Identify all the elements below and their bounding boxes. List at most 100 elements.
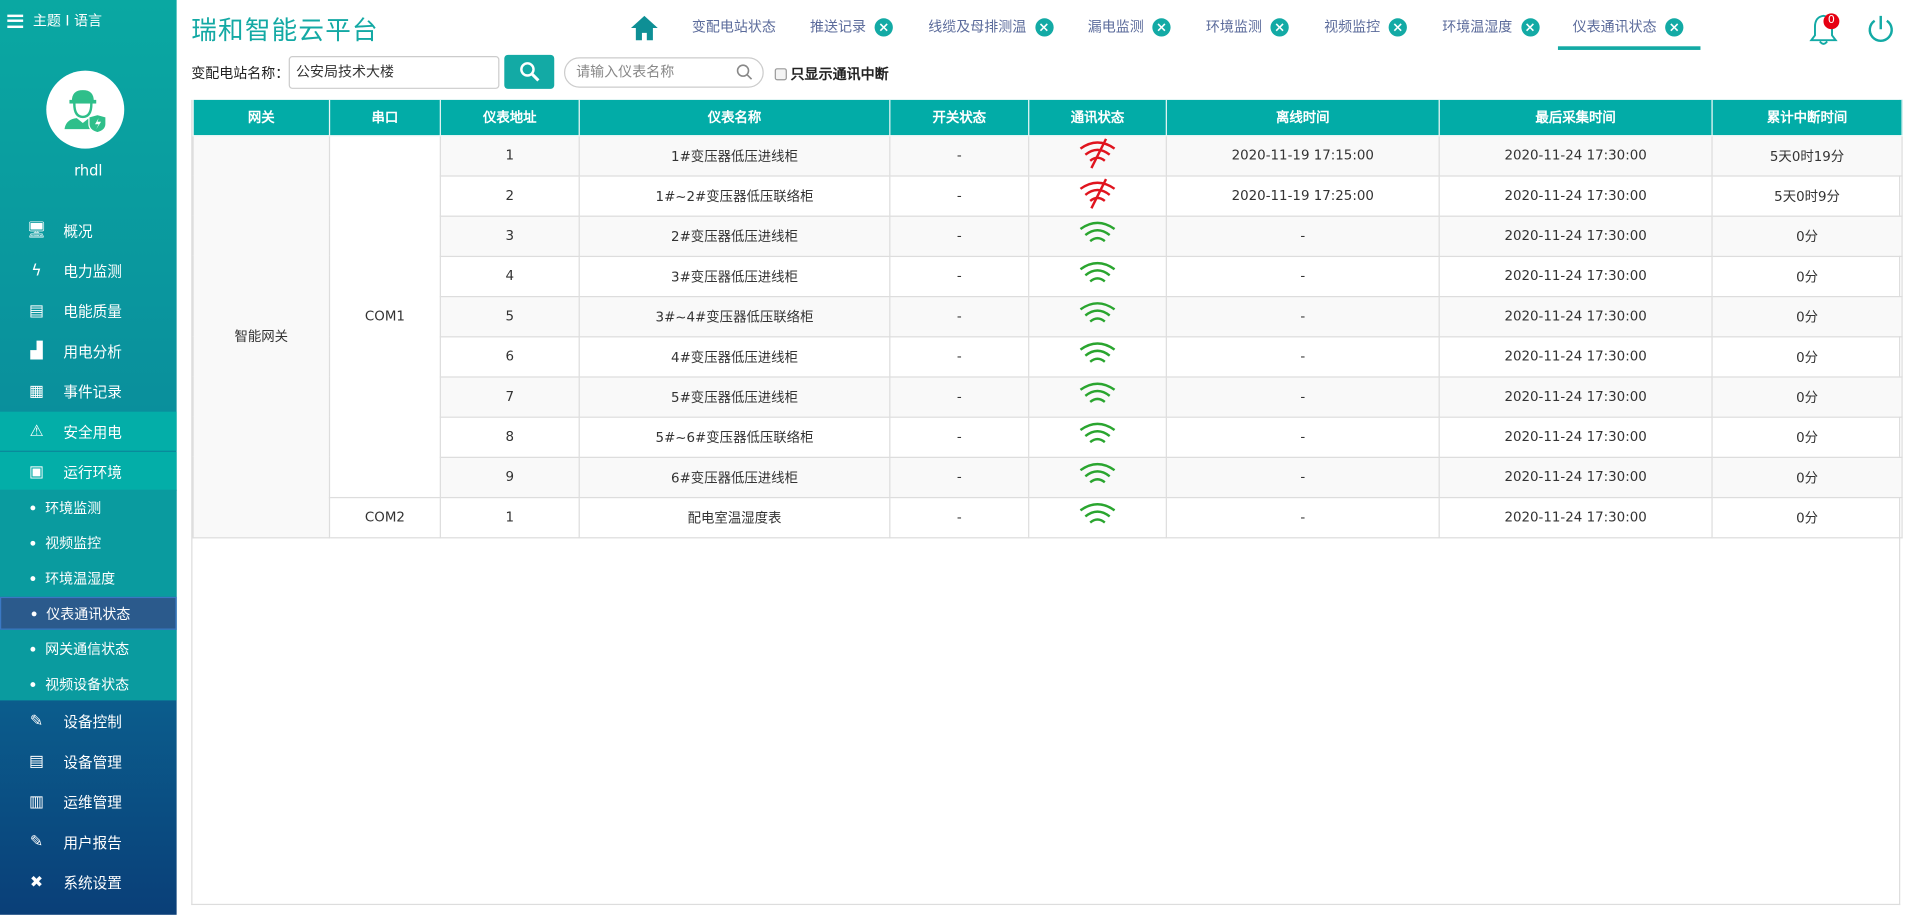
table-row[interactable]: 智能网关 COM1 1 1#变压器低压进线柜 -2020-11-19 17:15:00 2… (192, 134, 1903, 538)
meter-search-input[interactable]: 请输入仪表名称 (563, 57, 764, 88)
sidebar-item[interactable]: ▦ 事件记录 (0, 372, 177, 411)
table-row[interactable]: 4 3#变压器低压进线柜 - -2020-11-24 17:30:00 0分 (193, 255, 1903, 297)
submenu-item[interactable]: 视频监控 (0, 526, 177, 559)
sidebar-item[interactable]: ✎ 设备控制 (0, 702, 177, 741)
last-collect-time-cell: 2020-11-24 17:30:00 (1438, 134, 1713, 177)
offline-time-cell: - (1165, 415, 1440, 458)
tab[interactable]: 环境温湿度 × (1442, 15, 1540, 39)
close-tab-icon[interactable]: × (1270, 17, 1289, 36)
meter-name-cell: 5#变压器低压进线柜 (578, 375, 891, 418)
submenu-item[interactable]: 网关通信状态 (0, 632, 177, 665)
only-interrupted-checkbox[interactable]: 只显示通讯中断 (774, 65, 889, 84)
avatar (46, 70, 125, 149)
tab[interactable]: 推送记录 × (810, 15, 893, 39)
sidebar: 主题 I 语言 rhdl 🖥 概况 ϟ 电力监测 ▤ 电能质量 ▟ 用电分析 ▦ 事件记录 ⚠ 安全用… (0, 0, 177, 915)
sidebar-item[interactable]: 🖥 概况 (0, 211, 177, 250)
close-tab-icon[interactable]: × (1152, 17, 1171, 36)
bullet-icon (30, 540, 36, 546)
close-tab-icon[interactable]: × (1034, 17, 1054, 36)
last-collect-time-cell: 2020-11-24 17:30:00 (1438, 295, 1713, 337)
bar-chart-icon: ▟ (30, 341, 43, 360)
submenu-item-label: 仪表通讯状态 (46, 604, 131, 622)
close-tab-icon[interactable]: × (1388, 17, 1407, 36)
sidebar-item[interactable]: ▥ 运维管理 (0, 782, 177, 821)
station-input[interactable]: 公安局技术大楼 (288, 56, 500, 89)
total-interrupt-cell: 0分 (1711, 415, 1903, 458)
menu-icon[interactable] (7, 14, 24, 28)
table-row[interactable]: 6 4#变压器低压进线柜 - -2020-11-24 17:30:00 0分 (193, 335, 1903, 378)
sidebar-item[interactable]: ▤ 设备管理 (0, 742, 177, 781)
home-button[interactable] (630, 15, 658, 47)
lightning-icon: ϟ (31, 261, 42, 280)
last-collect-time-cell: 2020-11-24 17:30:00 (1438, 335, 1713, 378)
username: rhdl (74, 162, 103, 180)
meter-name-cell: 5#~6#变压器低压联络柜 (578, 415, 891, 458)
meter-name-cell: 6#变压器低压进线柜 (578, 456, 891, 498)
submenu-item-label: 环境温湿度 (45, 569, 116, 587)
last-collect-time-cell: 2020-11-24 17:30:00 (1438, 375, 1713, 418)
signal-online-icon (1079, 462, 1116, 484)
checkbox[interactable] (774, 68, 787, 81)
table-row[interactable]: 3 2#变压器低压进线柜 - -2020-11-24 17:30:00 0分 (193, 214, 1903, 257)
tab[interactable]: 线缆及母排测温 × (928, 15, 1054, 39)
tab-label: 环境监测 (1205, 18, 1262, 36)
submenu-item-label: 视频设备状态 (45, 675, 130, 693)
meter-search-placeholder: 请输入仪表名称 (576, 63, 675, 81)
submenu-item[interactable]: 环境温湿度 (0, 562, 177, 595)
close-tab-icon[interactable]: × (1665, 17, 1684, 36)
tab[interactable]: 视频监控 × (1324, 15, 1407, 39)
tools-icon: ✖ (29, 872, 44, 892)
comm-status-cell (1028, 415, 1167, 458)
tab[interactable]: 仪表通讯状态 × (1573, 15, 1684, 39)
address-cell: 2 (439, 174, 580, 217)
close-tab-icon[interactable]: × (874, 17, 893, 36)
switch-status-cell: - (889, 456, 1030, 498)
sidebar-item[interactable]: ✖ 系统设置 (0, 862, 177, 901)
meter-status-table-container: 网关 串口 仪表地址 仪表名称 开关状态 通讯状态 离线时间 最后采集时间 累计中断时间 智能网… (191, 99, 1903, 906)
submenu-item-label: 视频监控 (45, 534, 102, 552)
table-row[interactable]: 8 5#~6#变压器低压联络柜 - -2020-11-24 17:30:00 0分 (193, 415, 1903, 458)
sidebar-item-label: 运维管理 (63, 793, 122, 811)
column-header: 开关状态 (889, 99, 1030, 136)
address-cell: 6 (439, 335, 580, 378)
table-row[interactable]: 5 3#~4#变压器低压联络柜 - -2020-11-24 17:30:00 0分 (193, 295, 1903, 337)
close-tab-icon[interactable]: × (1520, 17, 1540, 36)
theme-language-toggle[interactable]: 主题 I 语言 (7, 11, 102, 30)
sidebar-item[interactable]: ▤ 电能质量 (0, 291, 177, 330)
tab[interactable]: 环境监测 × (1206, 15, 1289, 39)
column-header: 通讯状态 (1028, 99, 1167, 136)
sidebar-item[interactable]: ⚠ 安全用电 (0, 411, 177, 451)
address-cell: 1 (439, 134, 580, 177)
sidebar-item[interactable]: ϟ 电力监测 (0, 251, 177, 290)
last-collect-time-cell: 2020-11-24 17:30:00 (1438, 214, 1713, 257)
submenu-item[interactable]: 视频设备状态 (0, 668, 177, 701)
table-row[interactable]: 9 6#变压器低压进线柜 - -2020-11-24 17:30:00 0分 (193, 456, 1903, 498)
table-row[interactable]: 7 5#变压器低压进线柜 - -2020-11-24 17:30:00 0分 (193, 375, 1903, 418)
comm-status-cell (1028, 214, 1167, 257)
sidebar-item-label: 概况 (63, 222, 93, 240)
sidebar-item[interactable]: ▣ 运行环境 (0, 451, 177, 491)
sidebar-item[interactable]: ▟ 用电分析 (0, 331, 177, 370)
tab[interactable]: 漏电监测 × (1088, 15, 1171, 39)
bullet-icon (31, 610, 37, 616)
tab[interactable]: 变配电站状态 (692, 15, 776, 39)
search-button[interactable] (504, 54, 555, 89)
search-icon[interactable] (736, 63, 753, 80)
total-interrupt-cell: 0分 (1711, 375, 1903, 418)
quality-chart-icon: ▤ (29, 301, 45, 320)
last-collect-time-cell: 2020-11-24 17:30:00 (1438, 496, 1713, 538)
sidebar-item-label: 系统设置 (63, 873, 122, 892)
last-collect-time-cell: 2020-11-24 17:30:00 (1438, 415, 1713, 458)
tab-label: 线缆及母排测温 (928, 18, 1027, 36)
signal-online-icon (1079, 221, 1116, 243)
signal-online-icon (1079, 382, 1116, 403)
table-row[interactable]: 2 1#~2#变压器低压联络柜 - 2020-11-19 17:25:00 2020-1… (193, 174, 1903, 217)
submenu-item[interactable]: 仪表通讯状态 (0, 596, 177, 630)
logout-button[interactable] (1866, 13, 1895, 50)
table-row[interactable]: COM2 1 配电室温湿度表 - -2020-11-24 17:30:00 0分 (193, 496, 1903, 538)
submenu-item[interactable]: 环境监测 (0, 491, 177, 524)
only-interrupted-label: 只显示通讯中断 (790, 65, 889, 83)
address-cell: 4 (439, 255, 580, 297)
offline-time-cell: 2020-11-19 17:25:00 (1165, 174, 1440, 217)
sidebar-item[interactable]: ✎ 用户报告 (0, 822, 177, 861)
